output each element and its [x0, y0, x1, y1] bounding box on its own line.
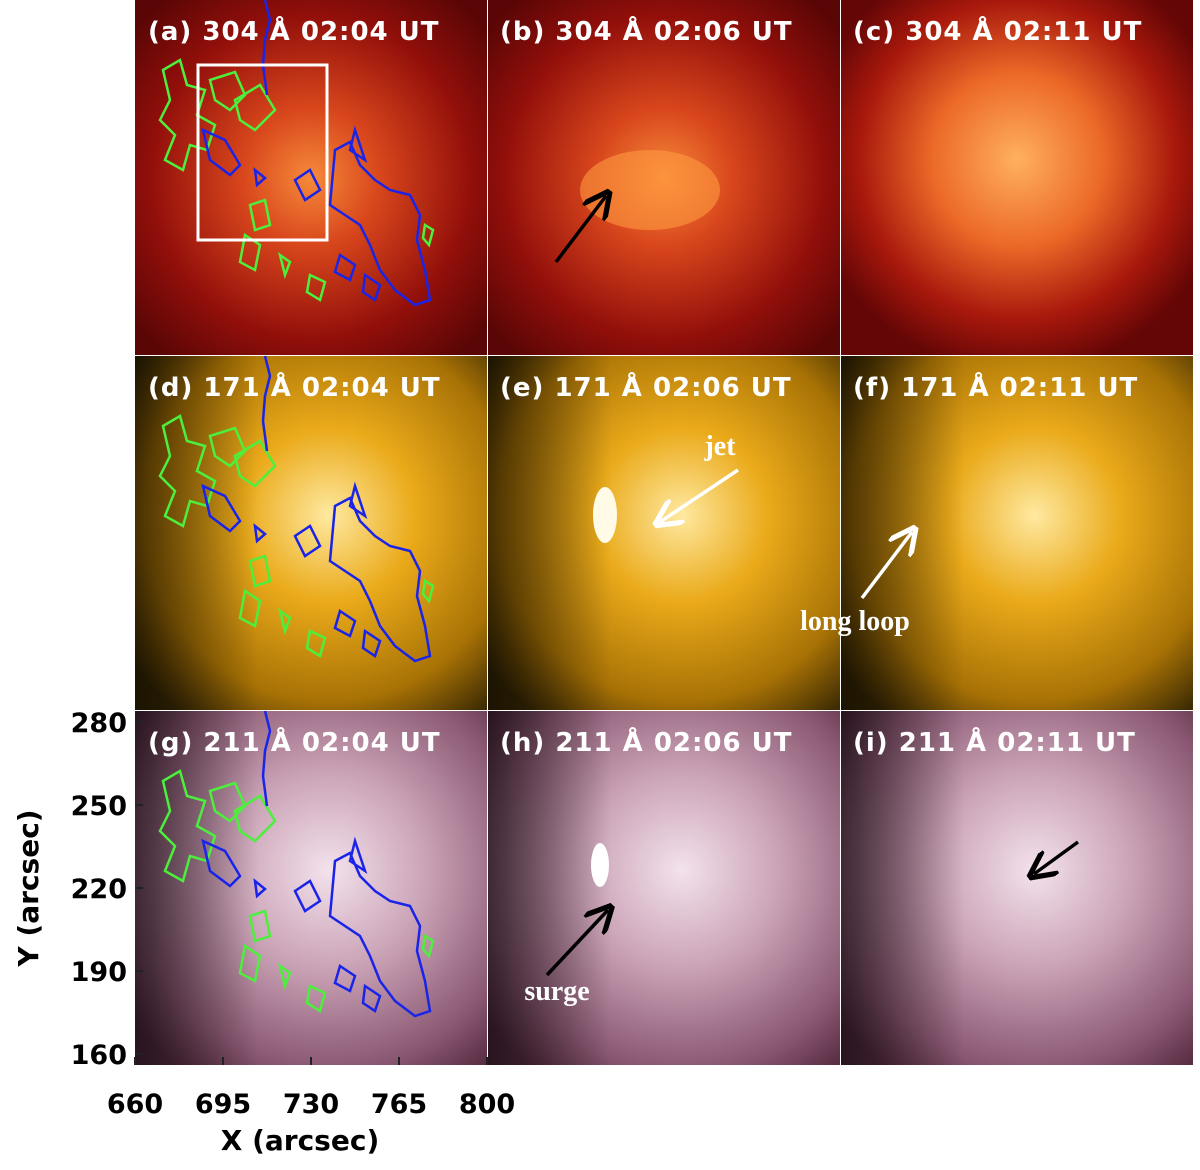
y-tick-label: 160 [71, 1040, 127, 1071]
x-tick-label: 695 [195, 1089, 251, 1120]
panel-f: long loop (f) 171 Å 02:11 UT [800, 356, 1193, 710]
panel-h: surge (h) 211 Å 02:06 UT [488, 711, 840, 1065]
panel-label: (i) 211 Å 02:11 UT [853, 726, 1136, 758]
panel-c: (c) 304 Å 02:11 UT [841, 0, 1193, 355]
x-tick-label: 765 [371, 1089, 427, 1120]
panel-label: (e) 171 Å 02:06 UT [500, 371, 792, 403]
panel-i: (i) 211 Å 02:11 UT [841, 711, 1193, 1065]
y-tick-label: 280 [71, 708, 127, 739]
panel-label: (b) 304 Å 02:06 UT [500, 15, 793, 47]
panel-label: (f) 171 Å 02:11 UT [853, 371, 1138, 403]
annotation: jet [703, 431, 736, 462]
annotation: surge [524, 976, 589, 1007]
panel-e: jet (e) 171 Å 02:06 UT [488, 356, 840, 710]
axis-ticks: 660 695 730 765 800 160 190 220 250 280 [71, 708, 516, 1120]
y-tick-label: 220 [71, 874, 127, 905]
panel-label: (c) 304 Å 02:11 UT [853, 15, 1142, 47]
x-tick-label: 730 [283, 1089, 339, 1120]
y-tick-label: 190 [71, 957, 127, 988]
panel-label: (g) 211 Å 02:04 UT [148, 726, 441, 758]
panel-d: (d) 171 Å 02:04 UT [135, 354, 487, 710]
panel-label: (a) 304 Å 02:04 UT [148, 15, 440, 47]
panel-g: (g) 211 Å 02:04 UT [135, 709, 487, 1065]
x-axis-label: X (arcsec) [221, 1124, 379, 1157]
panel-a: (a) 304 Å 02:04 UT [135, 0, 487, 355]
y-tick-label: 250 [71, 791, 127, 822]
panel-label: (h) 211 Å 02:06 UT [500, 726, 793, 758]
x-tick-label: 800 [459, 1089, 515, 1120]
y-axis-label: Y (arcsec) [12, 809, 45, 967]
panel-label: (d) 171 Å 02:04 UT [148, 371, 441, 403]
x-tick-label: 660 [107, 1089, 163, 1120]
panel-b: (b) 304 Å 02:06 UT [488, 0, 840, 355]
annotation: long loop [800, 606, 910, 637]
